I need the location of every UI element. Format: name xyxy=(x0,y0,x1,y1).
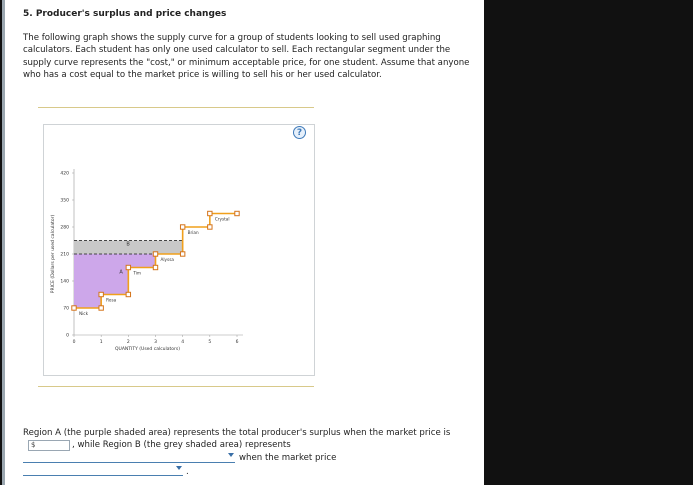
y-tick-label: 280 xyxy=(60,225,69,231)
question-card: 5. Producer's surplus and price changes … xyxy=(2,0,484,485)
region-b xyxy=(74,240,183,254)
x-tick-label: 0 xyxy=(73,339,76,345)
supply-handle xyxy=(152,251,159,257)
supply-handle xyxy=(234,210,240,217)
supply-handle xyxy=(71,305,77,311)
supply-chart[interactable]: 0 70 140 210 280 350 420 0 1 2 3 4 5 6 QUANTITY (Used … xyxy=(44,125,314,375)
divider-top xyxy=(38,107,314,108)
x-tick-label: 6 xyxy=(236,339,239,345)
supply-handle xyxy=(125,291,132,298)
supply-handle xyxy=(125,264,132,271)
seller-label: Brian xyxy=(188,230,199,235)
y-tick-label: 420 xyxy=(60,171,69,177)
y-tick-label: 70 xyxy=(63,306,69,312)
help-icon[interactable]: ? xyxy=(293,126,306,139)
supply-handle xyxy=(207,224,213,230)
seller-label: Crystal xyxy=(215,217,230,222)
x-tick-label: 2 xyxy=(127,339,130,345)
seller-label: Alyssa xyxy=(161,257,175,262)
y-tick-label: 0 xyxy=(66,333,69,339)
seller-label: Tim xyxy=(132,271,141,276)
supply-handle xyxy=(207,210,213,217)
seller-label: Rosa xyxy=(106,298,116,303)
supply-handle xyxy=(98,305,104,311)
question-title: 5. Producer's surplus and price changes xyxy=(23,9,227,19)
sentence-period: . xyxy=(186,467,189,477)
price-change-dropdown[interactable] xyxy=(23,464,183,476)
x-axis-label: QUANTITY (Used calculators) xyxy=(115,346,180,352)
supply-graph-panel: 0 70 140 210 280 350 420 0 1 2 3 4 5 6 QUANTITY (Used … xyxy=(43,124,315,376)
question-intro: The following graph shows the supply cur… xyxy=(23,33,470,80)
x-tick-label: 3 xyxy=(154,339,157,345)
y-tick-label: 350 xyxy=(60,198,69,204)
divider-bottom xyxy=(38,386,314,387)
surplus-amount-input[interactable]: $ xyxy=(28,440,70,451)
x-tick-label: 5 xyxy=(208,339,211,345)
region-a-label: A xyxy=(119,269,123,275)
supply-handle xyxy=(179,251,186,257)
supply-handle xyxy=(152,264,159,271)
answer-prompt: Region A (the purple shaded area) repres… xyxy=(23,428,451,438)
dollar-sign: $ xyxy=(31,441,36,449)
x-tick-label: 4 xyxy=(181,339,184,345)
supply-handle xyxy=(98,291,104,298)
chevron-down-icon xyxy=(228,453,234,457)
x-tick-label: 1 xyxy=(100,339,103,345)
y-tick-label: 210 xyxy=(60,252,69,258)
answer-when-text: when the market price xyxy=(239,453,337,463)
region-b-dropdown[interactable] xyxy=(23,451,235,463)
y-axis-label: PRICE (Dollars per used calculator) xyxy=(50,214,56,293)
supply-handle xyxy=(179,224,186,230)
y-tick-label: 140 xyxy=(60,279,69,285)
seller-label: Nick xyxy=(79,311,89,316)
answer-mid-text: , while Region B (the grey shaded area) … xyxy=(72,440,291,450)
chevron-down-icon xyxy=(176,466,182,470)
region-b-label: B xyxy=(126,242,130,248)
